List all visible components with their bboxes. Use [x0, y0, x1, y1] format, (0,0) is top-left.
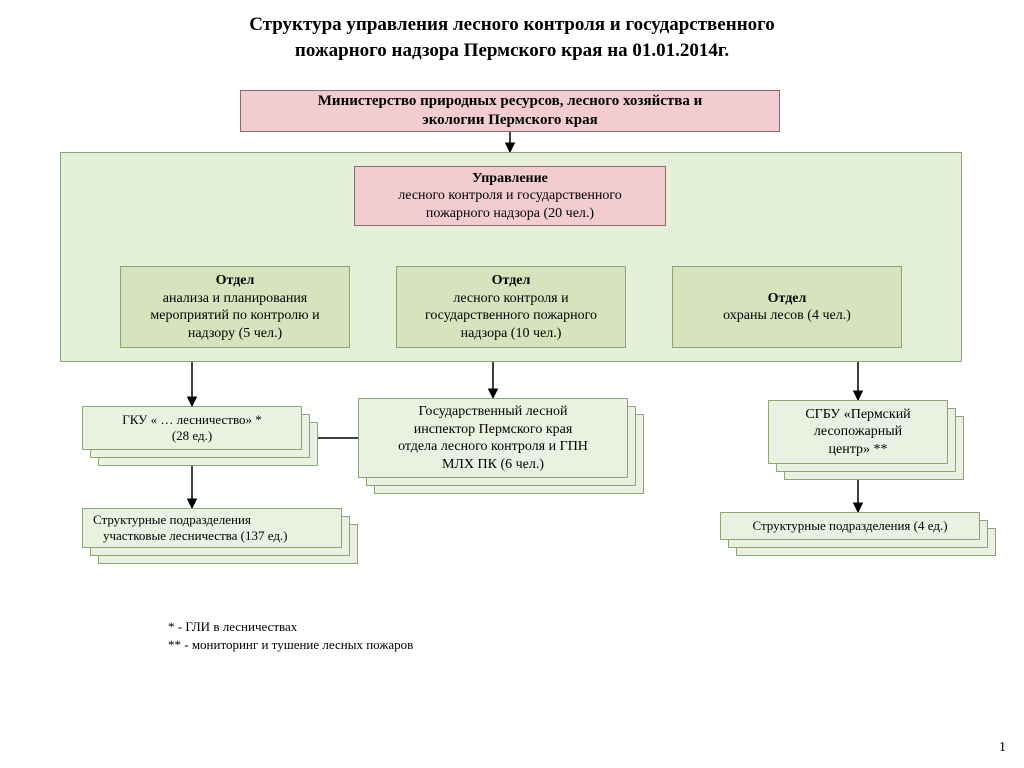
subdiv-right-box: Структурные подразделения (4 ед.) — [720, 512, 980, 540]
insp-l1: Государственный лесной — [419, 403, 568, 421]
gku-l2: (28 ед.) — [172, 428, 212, 444]
ministry-box: Министерство природных ресурсов, лесного… — [240, 90, 780, 132]
dept2-bold: Отдел — [492, 272, 531, 290]
dept-analysis-box: Отдел анализа и планирования мероприятий… — [120, 266, 350, 348]
ministry-line2: экологии Пермского края — [422, 111, 598, 130]
subl-l1: Структурные подразделения — [93, 512, 251, 528]
dept-forest-control-box: Отдел лесного контроля и государственног… — [396, 266, 626, 348]
footnote: * - ГЛИ в лесничествах ** - мониторинг и… — [168, 618, 413, 654]
page-number: 1 — [999, 740, 1006, 756]
subr-text: Структурные подразделения (4 ед.) — [752, 518, 947, 534]
insp-l4: МЛХ ПК (6 чел.) — [442, 456, 544, 474]
insp-l3: отдела лесного контроля и ГПН — [398, 438, 588, 456]
title-line1: Структура управления лесного контроля и … — [80, 12, 944, 38]
gku-box: ГКУ « … лесничество» * (28 ед.) — [82, 406, 302, 450]
dept2-l2: государственного пожарного — [425, 307, 597, 325]
footnote-l2: ** - мониторинг и тушение лесных пожаров — [168, 636, 413, 654]
insp-l2: инспектор Пермского края — [414, 421, 573, 439]
sgbu-l3: центр» ** — [829, 441, 888, 459]
title-line2: пожарного надзора Пермского края на 01.0… — [80, 38, 944, 64]
gku-stack: ГКУ « … лесничество» * (28 ед.) — [82, 406, 318, 466]
sgbu-box: СГБУ «Пермский лесопожарный центр» ** — [768, 400, 948, 464]
subdiv-left-box: Структурные подразделения участковые лес… — [82, 508, 342, 548]
inspector-stack: Государственный лесной инспектор Пермско… — [358, 398, 644, 494]
dept3-l1: охраны лесов (4 чел.) — [723, 307, 851, 325]
subdiv-left-stack: Структурные подразделения участковые лес… — [82, 508, 358, 564]
management-box: Управление лесного контроля и государств… — [354, 166, 666, 226]
subdiv-right-stack: Структурные подразделения (4 ед.) — [720, 512, 996, 556]
management-line2: пожарного надзора (20 чел.) — [426, 205, 594, 223]
page-title: Структура управления лесного контроля и … — [0, 0, 1024, 67]
subl-l2: участковые лесничества (137 ед.) — [93, 528, 288, 544]
dept2-l1: лесного контроля и — [453, 290, 568, 308]
footnote-l1: * - ГЛИ в лесничествах — [168, 618, 413, 636]
dept3-bold: Отдел — [768, 290, 807, 308]
dept-forest-protection-box: Отдел охраны лесов (4 чел.) — [672, 266, 902, 348]
management-line1: лесного контроля и государственного — [398, 187, 621, 205]
dept1-l2: мероприятий по контролю и — [150, 307, 319, 325]
dept1-l1: анализа и планирования — [163, 290, 308, 308]
gku-l1: ГКУ « … лесничество» * — [122, 412, 262, 428]
sgbu-l2: лесопожарный — [814, 423, 902, 441]
management-bold: Управление — [472, 170, 548, 188]
dept1-bold: Отдел — [216, 272, 255, 290]
inspector-box: Государственный лесной инспектор Пермско… — [358, 398, 628, 478]
sgbu-stack: СГБУ «Пермский лесопожарный центр» ** — [768, 400, 964, 480]
dept1-l3: надзору (5 чел.) — [188, 325, 282, 343]
ministry-line1: Министерство природных ресурсов, лесного… — [318, 92, 702, 111]
sgbu-l1: СГБУ «Пермский — [805, 406, 910, 424]
dept2-l3: надзора (10 чел.) — [461, 325, 562, 343]
